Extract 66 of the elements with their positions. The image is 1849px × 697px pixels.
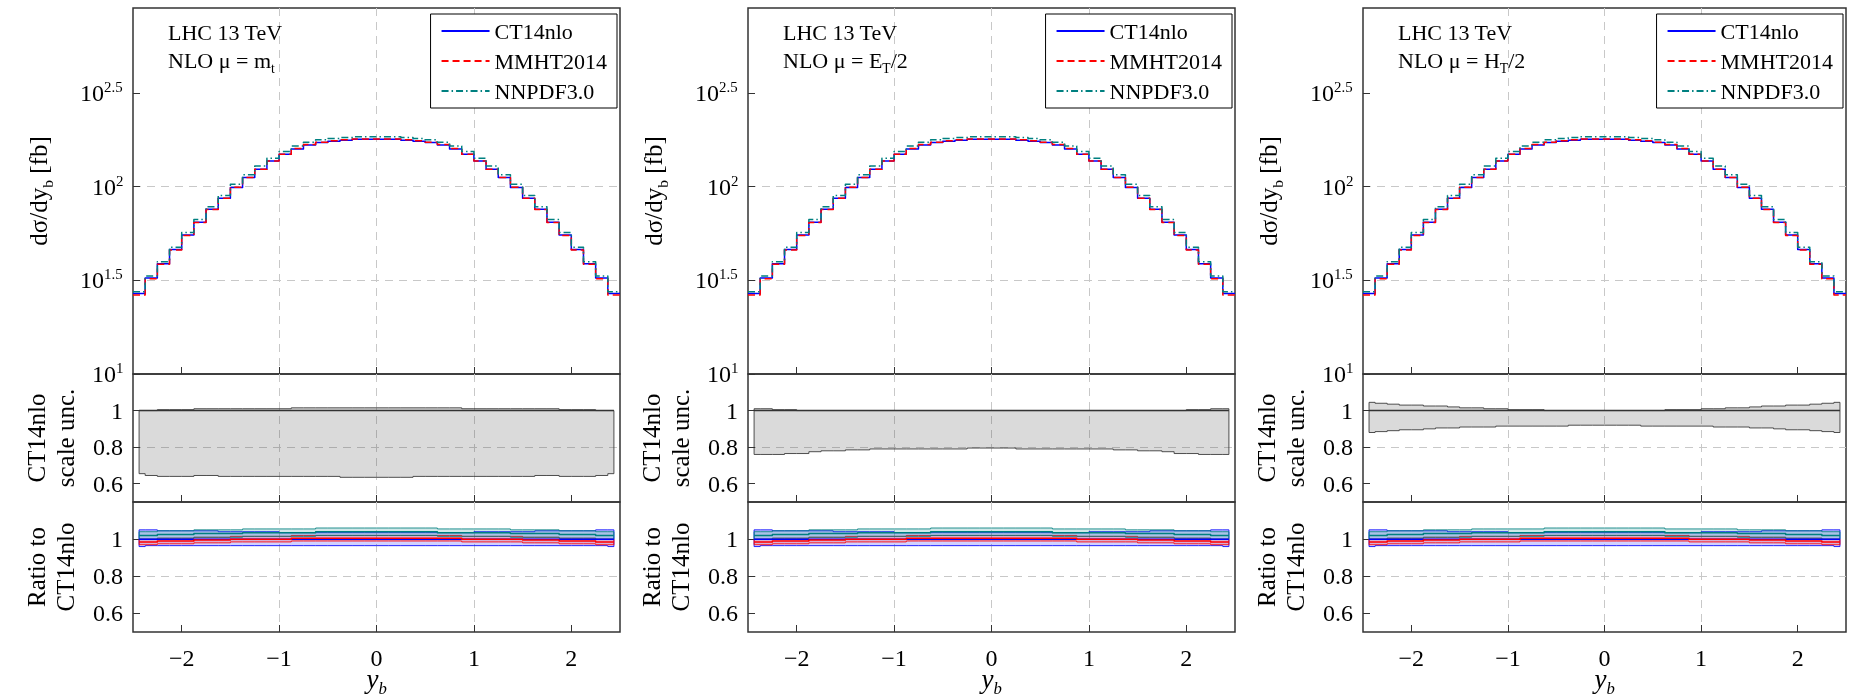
- annotation: NLO μ = m$_{t}$: [168, 48, 275, 77]
- annotation: NLO μ = H$_{T}$/2: [1398, 48, 1526, 77]
- y-tick-label: 10$^{1}$: [707, 360, 739, 387]
- legend-label: MMHT2014: [1720, 48, 1833, 74]
- y-tick-label: 0.8: [708, 434, 738, 461]
- y-tick-label: 10$^{2.5}$: [695, 79, 738, 107]
- x-tick-label: 0: [985, 645, 998, 671]
- x-tick-label: 1: [1082, 645, 1095, 671]
- legend-label: NNPDF3.0: [494, 78, 595, 104]
- y-tick-label: 0.6: [1323, 470, 1353, 497]
- legend-label: CT14nlo: [494, 18, 573, 44]
- y-tick-label: 10$^{2}$: [1322, 172, 1354, 200]
- legend-label: MMHT2014: [494, 48, 607, 74]
- annotation: LHC 13 TeV: [783, 20, 898, 45]
- y-tick-label: 0.8: [1323, 434, 1353, 461]
- annotation: NLO μ = E$_{T}$/2: [783, 48, 908, 77]
- y-axis-title: CT14nlo scale unc.: [22, 387, 80, 490]
- legend-label: CT14nlo: [1720, 18, 1799, 44]
- x-tick-label: −1: [1495, 645, 1521, 671]
- x-tick-label: 2: [1791, 645, 1804, 671]
- y-tick-label: 10$^{1.5}$: [1310, 266, 1353, 294]
- y-tick-label: 10$^{2}$: [707, 172, 739, 200]
- y-tick-label: 10$^{1}$: [1322, 360, 1354, 387]
- annotation: LHC 13 TeV: [168, 20, 283, 45]
- x-tick-label: −1: [881, 645, 907, 671]
- y-axis-title: Ratio to CT14nlo: [1252, 521, 1310, 614]
- y-tick-label: 1: [1341, 397, 1353, 424]
- y-tick-label: 10$^{1.5}$: [695, 266, 738, 294]
- legend-label: CT14nlo: [1109, 18, 1188, 44]
- y-tick-label: 10$^{1}$: [92, 360, 124, 387]
- x-tick-label: −1: [266, 645, 292, 671]
- y-tick-label: 10$^{1.5}$: [80, 266, 123, 294]
- x-tick-label: −2: [783, 645, 810, 671]
- annotation: LHC 13 TeV: [1398, 20, 1513, 45]
- x-tick-label: 0: [370, 645, 383, 671]
- y-tick-label: 0.6: [708, 600, 738, 627]
- x-tick-label: 2: [565, 645, 578, 671]
- x-tick-label: 0: [1598, 645, 1611, 671]
- legend-label: NNPDF3.0: [1109, 78, 1210, 104]
- x-tick-label: −2: [1398, 645, 1425, 671]
- x-tick-label: 1: [467, 645, 480, 671]
- y-tick-label: 0.8: [1323, 563, 1353, 590]
- y-tick-label: 0.8: [708, 563, 738, 590]
- y-tick-label: 1: [726, 526, 738, 553]
- y-tick-label: 1: [1341, 526, 1353, 553]
- y-tick-label: 1: [111, 397, 123, 424]
- y-axis-title: Ratio to CT14nlo: [637, 521, 695, 614]
- y-axis-title: CT14nlo scale unc.: [1252, 387, 1310, 490]
- y-tick-label: 1: [726, 397, 738, 424]
- x-tick-label: 1: [1695, 645, 1708, 671]
- y-tick-label: 10$^{2}$: [92, 172, 124, 200]
- x-tick-label: −2: [168, 645, 195, 671]
- y-tick-label: 0.8: [93, 434, 123, 461]
- y-tick-label: 0.6: [708, 470, 738, 497]
- y-axis-title: Ratio to CT14nlo: [22, 521, 80, 614]
- y-tick-label: 0.6: [93, 470, 123, 497]
- legend-label: MMHT2014: [1109, 48, 1222, 74]
- x-tick-label: 2: [1180, 645, 1193, 671]
- y-tick-label: 10$^{2.5}$: [80, 79, 123, 107]
- y-tick-label: 1: [111, 526, 123, 553]
- y-tick-label: 0.8: [93, 563, 123, 590]
- y-axis-title: CT14nlo scale unc.: [637, 387, 695, 490]
- legend-label: NNPDF3.0: [1720, 78, 1821, 104]
- y-tick-label: 10$^{2.5}$: [1310, 79, 1353, 107]
- y-tick-label: 0.6: [1323, 600, 1353, 627]
- y-tick-label: 0.6: [93, 600, 123, 627]
